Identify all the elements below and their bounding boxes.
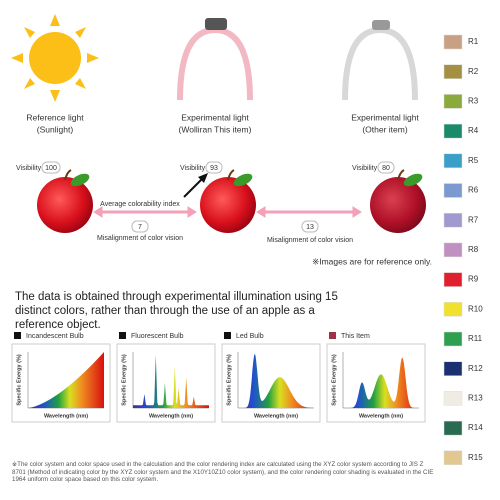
visibility-label: Visibility <box>180 165 206 172</box>
average-label: Average colorability index <box>100 201 180 208</box>
badge <box>301 220 319 233</box>
swatch-label: R8 <box>468 245 479 254</box>
y-axis-label: Specific Energy (%) <box>16 354 22 406</box>
visibility-value: 100 <box>45 165 57 172</box>
swatch-label: R10 <box>468 304 483 313</box>
light-label: Experimental light <box>351 112 419 122</box>
sun-icon <box>11 14 99 102</box>
badge <box>205 161 223 174</box>
light-label: (Sunlight) <box>37 124 74 134</box>
misalignment-label: Misalignment of color vision <box>97 235 183 242</box>
footnote: ※The color system and color space used i… <box>12 461 434 484</box>
swatch-label: R2 <box>468 67 479 76</box>
panel-label: Led Bulb <box>236 333 264 340</box>
legend-key <box>224 332 231 339</box>
spectrum <box>238 353 314 408</box>
color-swatch <box>443 242 463 258</box>
legend-key <box>329 332 336 339</box>
arrow <box>93 206 362 218</box>
color-swatch <box>443 64 463 79</box>
swatch-label: R7 <box>468 215 479 224</box>
color-swatch <box>443 302 463 317</box>
swatch-label: R12 <box>468 364 483 373</box>
color-swatch <box>443 212 463 228</box>
color-swatch <box>443 420 463 436</box>
legend-key <box>14 332 21 339</box>
y-axis-label: Specific Energy (%) <box>331 354 337 406</box>
pointer-arrow <box>183 173 208 198</box>
spectrum-area <box>238 353 314 408</box>
spectrum <box>343 357 419 408</box>
panel-frame <box>221 343 321 423</box>
note: ※Images are for reference only. <box>312 256 432 266</box>
misalignment-label: Misalignment of color vision <box>267 237 353 244</box>
panel-label: Incandescent Bulb <box>26 333 84 340</box>
panel-label: This Item <box>341 333 370 340</box>
badge <box>131 220 149 233</box>
light-label: (Other item) <box>362 124 408 134</box>
lamp-gray <box>342 20 418 101</box>
swatch-label: R4 <box>468 126 479 135</box>
misalignment-value: 13 <box>306 224 314 231</box>
spectrum <box>28 352 104 408</box>
visibility-value: 80 <box>382 165 390 172</box>
y-axis-label: Specific Energy (%) <box>226 354 232 406</box>
panel-frame <box>326 343 426 423</box>
swatch-label: R9 <box>468 275 479 284</box>
light-label: Experimental light <box>181 112 249 122</box>
color-swatch <box>443 450 463 466</box>
panel-label: Fluorescent Bulb <box>131 333 184 340</box>
color-swatch <box>443 34 463 50</box>
swatch-label: R14 <box>468 423 483 432</box>
badge <box>41 161 61 174</box>
y-axis-label: Specific Energy (%) <box>121 354 127 406</box>
light-label: (Wolliran This item) <box>179 124 252 134</box>
badge <box>377 161 395 174</box>
color-swatch <box>443 331 463 347</box>
swatch-label: R6 <box>468 186 479 195</box>
swatch-label: R15 <box>468 453 483 462</box>
visibility-label: Visibility <box>352 165 378 172</box>
swatch-label: R11 <box>468 334 483 343</box>
x-axis-label: Wavelength (nm) <box>254 413 298 419</box>
x-axis-label: Wavelength (nm) <box>359 413 403 419</box>
apple <box>37 169 93 233</box>
panel-frame <box>116 343 216 423</box>
apple <box>200 169 256 233</box>
x-axis-label: Wavelength (nm) <box>149 413 193 419</box>
visibility-value: 93 <box>210 165 218 172</box>
apple <box>370 169 426 233</box>
misalignment-value: 7 <box>138 224 142 231</box>
swatch-label: R5 <box>468 156 479 165</box>
headline: The data is obtained through experimenta… <box>15 291 338 331</box>
color-swatch <box>443 94 463 109</box>
color-swatch <box>443 391 463 406</box>
light-label: Reference light <box>26 112 84 122</box>
swatch-label: R13 <box>468 394 483 403</box>
color-swatch <box>443 361 463 376</box>
color-swatch <box>443 183 463 198</box>
visibility-label: Visibility <box>16 165 42 172</box>
swatch-label: R3 <box>468 97 479 106</box>
color-swatch <box>443 123 463 139</box>
x-axis-label: Wavelength (nm) <box>44 413 88 419</box>
color-swatch <box>443 272 463 287</box>
swatch-label: R1 <box>468 37 479 46</box>
spectrum-area <box>343 357 419 408</box>
legend-key <box>119 332 126 339</box>
lamp-pink <box>177 18 253 101</box>
spectrum-area <box>28 352 104 408</box>
color-swatch <box>443 153 463 169</box>
